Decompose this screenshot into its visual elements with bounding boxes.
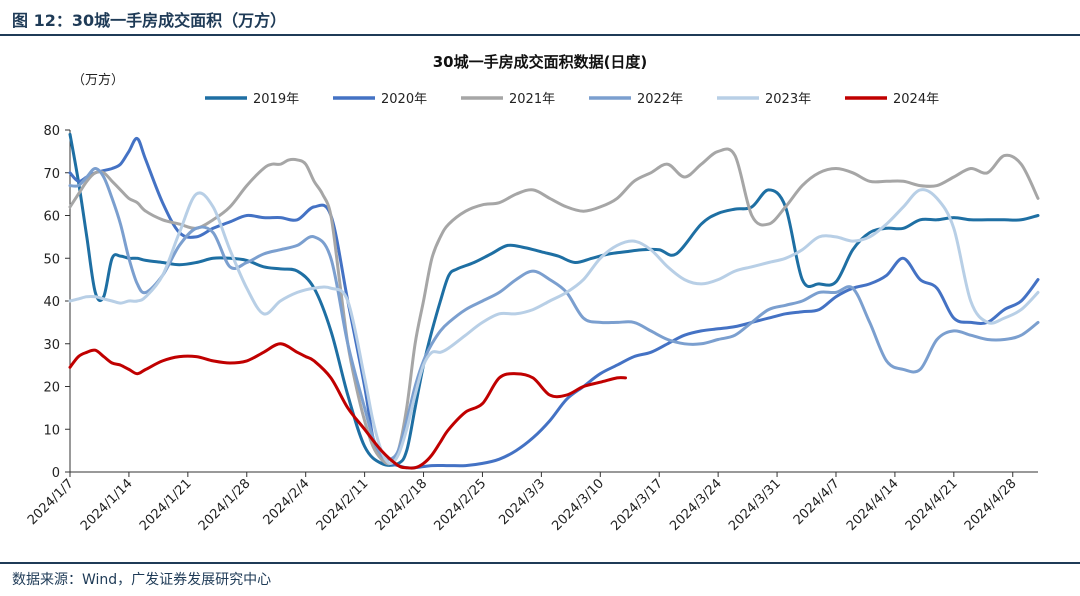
- series-line-2023年: [68, 188, 1040, 465]
- line-chart: 30城一手房成交面积数据(日度) （万方） 2019年 2020年 2021年 202…: [25, 53, 1040, 534]
- x-tick-label: 2024/3/10: [549, 476, 607, 534]
- x-tick-label: 2024/1/28: [196, 476, 254, 534]
- y-tick-label: 70: [43, 167, 60, 182]
- x-tick-label: 2024/2/18: [373, 476, 431, 534]
- figure-header: 图 12：30城一手房成交面积（万方）: [0, 0, 1080, 36]
- legend-label: 2022年: [637, 92, 683, 107]
- y-tick-label: 30: [43, 338, 60, 353]
- series-line-2020年: [68, 137, 1040, 470]
- x-tick-label: 2024/4/7: [791, 476, 843, 528]
- x-tick-label: 2024/2/11: [314, 476, 372, 534]
- legend-label: 2024年: [893, 92, 939, 107]
- plot-area: [68, 132, 1040, 470]
- y-tick-label: 80: [43, 124, 60, 139]
- x-tick-label: 2024/2/4: [261, 476, 313, 528]
- x-tick-label: 2024/1/7: [25, 476, 77, 528]
- series-line-2024年: [68, 342, 627, 470]
- x-tick-label: 2024/4/14: [844, 476, 902, 534]
- x-axis: 2024/1/7 2024/1/14 2024/1/21 2024/1/28 2024/…: [25, 471, 1038, 534]
- legend-label: 2019年: [253, 92, 299, 107]
- x-tick-label: 2024/4/21: [903, 476, 961, 534]
- y-tick-label: 20: [43, 381, 60, 396]
- y-tick-label: 50: [43, 252, 60, 267]
- x-tick-label: 2024/3/31: [726, 476, 784, 534]
- legend-label: 2020年: [381, 92, 427, 107]
- x-tick-label: 2024/1/14: [78, 476, 136, 534]
- y-tick-label: 0: [52, 466, 60, 481]
- y-tick-label: 60: [43, 210, 60, 225]
- data-source: 数据来源：Wind，广发证券发展研究中心: [12, 572, 272, 588]
- footer-rule: [0, 562, 1080, 564]
- y-axis-unit: （万方）: [72, 72, 124, 88]
- legend-label: 2023年: [765, 92, 811, 107]
- series-line-2019年: [68, 132, 1040, 467]
- figure-title: 图 12：30城一手房成交面积（万方）: [12, 11, 287, 30]
- y-axis: 0 10 20 30 40 50 60 70 80: [43, 124, 71, 481]
- x-tick-label: 2024/1/21: [137, 476, 195, 534]
- legend: 2019年 2020年 2021年 2022年 2023年 2024年: [205, 92, 939, 107]
- x-tick-label: 2024/3/17: [608, 476, 666, 534]
- chart-title: 30城一手房成交面积数据(日度): [433, 53, 648, 71]
- x-tick-label: 2024/2/25: [432, 476, 490, 534]
- legend-label: 2021年: [509, 92, 555, 107]
- x-tick-label: 2024/3/24: [667, 476, 725, 534]
- series-line-2022年: [68, 167, 1040, 461]
- y-tick-label: 10: [43, 423, 60, 438]
- y-tick-label: 40: [43, 295, 60, 310]
- x-tick-label: 2024/4/28: [962, 476, 1020, 534]
- x-tick-label: 2024/3/3: [496, 476, 548, 528]
